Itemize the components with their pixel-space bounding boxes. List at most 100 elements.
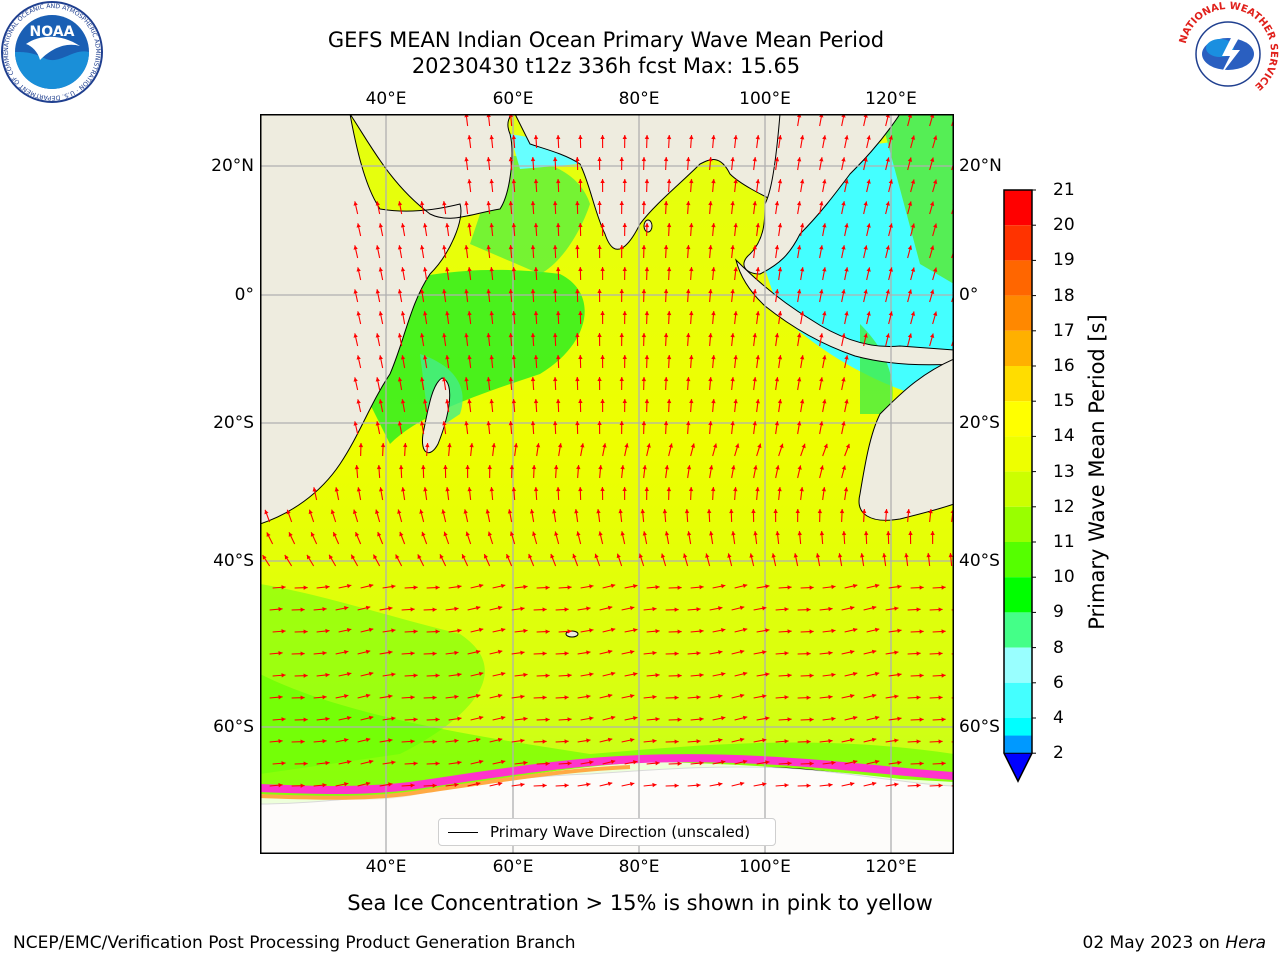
wave-arrow-head — [365, 737, 371, 742]
wave-arrow-head — [796, 289, 802, 294]
wave-arrow-head — [633, 760, 638, 765]
wave-arrow-head — [432, 739, 437, 744]
wave-arrow-head — [718, 738, 723, 743]
wave-arrow-head — [619, 201, 624, 206]
wave-arrow-head — [910, 311, 916, 316]
wave-arrow-head — [353, 377, 358, 382]
wave-arrow-head — [729, 509, 734, 514]
wave-arrow-head — [578, 487, 583, 492]
wave-arrow-head — [464, 421, 469, 426]
wave-arrow-head — [600, 179, 605, 184]
wave-arrow-head — [809, 717, 814, 722]
wave-arrow-head — [533, 223, 539, 228]
wave-arrow-head — [819, 377, 824, 382]
wave-arrow-head — [884, 509, 889, 514]
wave-arrow-head — [489, 399, 494, 404]
wave-arrow-head — [353, 201, 358, 206]
wave-arrow-head — [919, 585, 924, 590]
wave-arrow-head — [641, 201, 647, 206]
wave-arrow-head — [733, 355, 738, 360]
wave-arrow-head — [894, 650, 899, 655]
wave-arrow-head — [674, 695, 679, 700]
colorbar-segment — [1004, 330, 1032, 366]
wave-arrow-head — [356, 399, 361, 404]
colorbar-tick-label: 21 — [1053, 180, 1075, 200]
wave-arrow-head — [655, 760, 660, 766]
wave-arrow-head — [689, 135, 694, 140]
wave-arrow-head — [467, 135, 472, 140]
wave-arrow-head — [718, 606, 723, 611]
wave-arrow-head — [586, 606, 591, 611]
wave-arrow-head — [666, 355, 672, 360]
wave-arrow-head — [442, 333, 447, 338]
wave-arrow-head — [686, 465, 692, 470]
wave-arrow-head — [633, 716, 638, 721]
lon-tick-bottom: 120°E — [865, 857, 917, 877]
wave-arrow-head — [844, 223, 849, 228]
wave-arrow-head — [375, 245, 380, 250]
wave-arrow-head — [733, 487, 738, 492]
wave-arrow-head — [739, 693, 745, 698]
wave-arrow-head — [796, 377, 802, 382]
wave-arrow-head — [322, 738, 327, 744]
wave-arrow-head — [391, 716, 396, 721]
wave-arrow-head — [938, 651, 943, 656]
wave-arrow-head — [445, 399, 450, 404]
wave-arrow-head — [866, 267, 871, 272]
wave-arrow-head — [730, 245, 735, 250]
wave-arrow-head — [664, 465, 670, 470]
wave-arrow-head — [600, 223, 605, 228]
wave-arrow-head — [533, 355, 539, 360]
lon-tick-bottom: 40°E — [365, 857, 407, 877]
wave-arrow-head — [375, 201, 380, 206]
wave-arrow-head — [597, 377, 602, 382]
wave-arrow-head — [353, 289, 358, 294]
wave-arrow-head — [465, 465, 470, 470]
wave-arrow-head — [644, 135, 650, 140]
wave-arrow-head — [508, 157, 514, 162]
wave-arrow-head — [708, 377, 713, 382]
wave-arrow-head — [938, 695, 943, 700]
wave-arrow-head — [690, 443, 696, 448]
wave-arrow-head — [264, 509, 269, 515]
legend-label: Primary Wave Direction (unscaled) — [490, 823, 751, 841]
wave-arrow-head — [941, 585, 946, 590]
colorbar-segment — [1004, 471, 1032, 507]
wave-arrow-head — [677, 629, 682, 634]
wave-arrow-head — [445, 267, 450, 272]
colorbar-tick-label: 18 — [1053, 285, 1075, 306]
wave-arrow-head — [545, 585, 550, 590]
wave-arrow-head — [742, 671, 748, 676]
wave-arrow-head — [819, 333, 824, 338]
wave-arrow-head — [655, 628, 660, 634]
wave-arrow-head — [688, 487, 694, 492]
lat-tick-right: 40°S — [959, 551, 1000, 571]
wave-arrow-head — [886, 531, 891, 536]
wave-arrow-head — [674, 739, 679, 744]
wave-arrow-head — [388, 606, 393, 611]
wave-arrow-head — [578, 399, 583, 404]
wave-arrow-head — [762, 694, 767, 699]
wave-arrow-head — [777, 487, 782, 492]
wave-arrow-head — [822, 135, 827, 140]
wave-arrow-head — [325, 760, 330, 766]
wave-arrow-head — [677, 585, 682, 590]
wave-arrow-head — [442, 245, 447, 250]
wave-arrow-head — [819, 465, 824, 470]
wave-arrow-head — [400, 223, 406, 228]
wave-arrow-head — [489, 267, 494, 272]
wave-arrow-head — [594, 553, 599, 559]
wave-arrow-head — [706, 509, 712, 514]
wave-arrow-head — [696, 739, 701, 744]
wave-arrow-head — [730, 421, 735, 426]
wave-arrow-head — [689, 355, 694, 360]
wave-arrow-head — [841, 421, 846, 426]
wave-arrow-head — [622, 487, 627, 492]
wave-arrow-head — [531, 465, 537, 470]
wave-arrow-head — [652, 738, 657, 744]
wave-arrow-head — [596, 509, 601, 514]
wave-arrow-head — [600, 399, 605, 404]
wave-arrow-head — [533, 267, 539, 272]
wave-arrow-head — [799, 487, 804, 492]
wave-arrow-head — [793, 553, 798, 558]
